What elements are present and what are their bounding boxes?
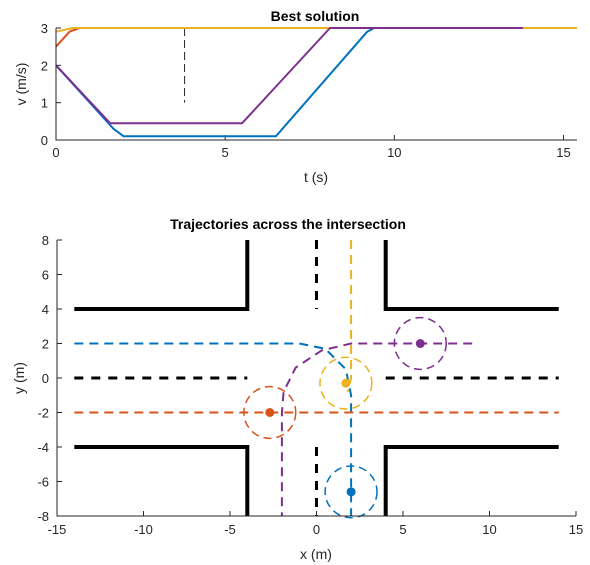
trajectory-xtick-label: -5: [224, 522, 236, 537]
trajectory-ytick-label: 8: [42, 233, 49, 248]
trajectory-xtick-label: 5: [399, 522, 406, 537]
trajectory-ylabel: y (m): [11, 362, 27, 394]
vehicle-marker-3: [415, 339, 425, 348]
trajectory-chart-title: Trajectories across the intersection: [170, 216, 406, 232]
road-edge: [383, 240, 559, 311]
speed-series-line-3: [55, 27, 523, 125]
road-edge: [383, 445, 559, 516]
trajectory-axes: [56, 240, 576, 517]
vehicle-path-2: [346, 240, 353, 393]
speed-plot-area: [56, 28, 577, 140]
trajectory-chart: Trajectories across the intersection -15…: [11, 216, 583, 562]
trajectory-ytick-label: 2: [42, 337, 49, 352]
speed-ytick-label: 3: [41, 21, 48, 36]
vehicle-marker-2: [341, 378, 351, 388]
trajectory-ytick-label: 4: [42, 302, 49, 317]
trajectory-ytick-label: -4: [37, 440, 49, 455]
trajectory-ytick-label: -2: [37, 406, 49, 421]
trajectory-xlabel: x (m): [300, 546, 332, 562]
speed-xtick-label: 10: [387, 145, 401, 160]
trajectory-xtick-label: 15: [569, 522, 583, 537]
speed-xlabel: t (s): [304, 169, 328, 185]
vehicle-marker-1: [265, 408, 275, 417]
vehicle-marker-0: [346, 487, 356, 497]
speed-ylabel: v (m/s): [13, 63, 29, 106]
speed-xtick-label: 5: [222, 145, 229, 160]
road-edge: [74, 445, 250, 516]
speed-chart-title: Best solution: [271, 8, 360, 24]
vehicle-safety-circle-3: [393, 316, 447, 371]
trajectory-xtick-label: -15: [48, 522, 67, 537]
vehicle-safety-circle-0: [324, 465, 378, 519]
vehicle-path-3: [280, 342, 473, 516]
speed-ytick-label: 0: [41, 133, 48, 148]
trajectory-xtick-label: -10: [134, 522, 153, 537]
speed-ytick-label: 2: [41, 58, 48, 73]
speed-axes: [55, 28, 577, 141]
speed-ytick-label: 1: [41, 96, 48, 111]
speed-xtick-label: 0: [52, 145, 59, 160]
trajectory-xtick-label: 10: [482, 522, 496, 537]
vehicle-safety-circle-1: [243, 385, 297, 440]
trajectory-ytick-label: 6: [42, 268, 49, 283]
speed-xtick-label: 15: [556, 145, 570, 160]
vehicle-safety-circle-2: [319, 356, 373, 410]
road-edge: [74, 240, 250, 311]
vehicle-path-0: [74, 342, 353, 516]
speed-chart: Best solution 0 5 10 15 0 1 2 3 t (s) v (m/s): [13, 8, 577, 185]
trajectory-ytick-label: 0: [42, 371, 49, 386]
trajectory-ytick-label: -6: [37, 475, 49, 490]
trajectory-xtick-label: 0: [313, 522, 320, 537]
trajectory-ytick-label: -8: [37, 509, 49, 524]
